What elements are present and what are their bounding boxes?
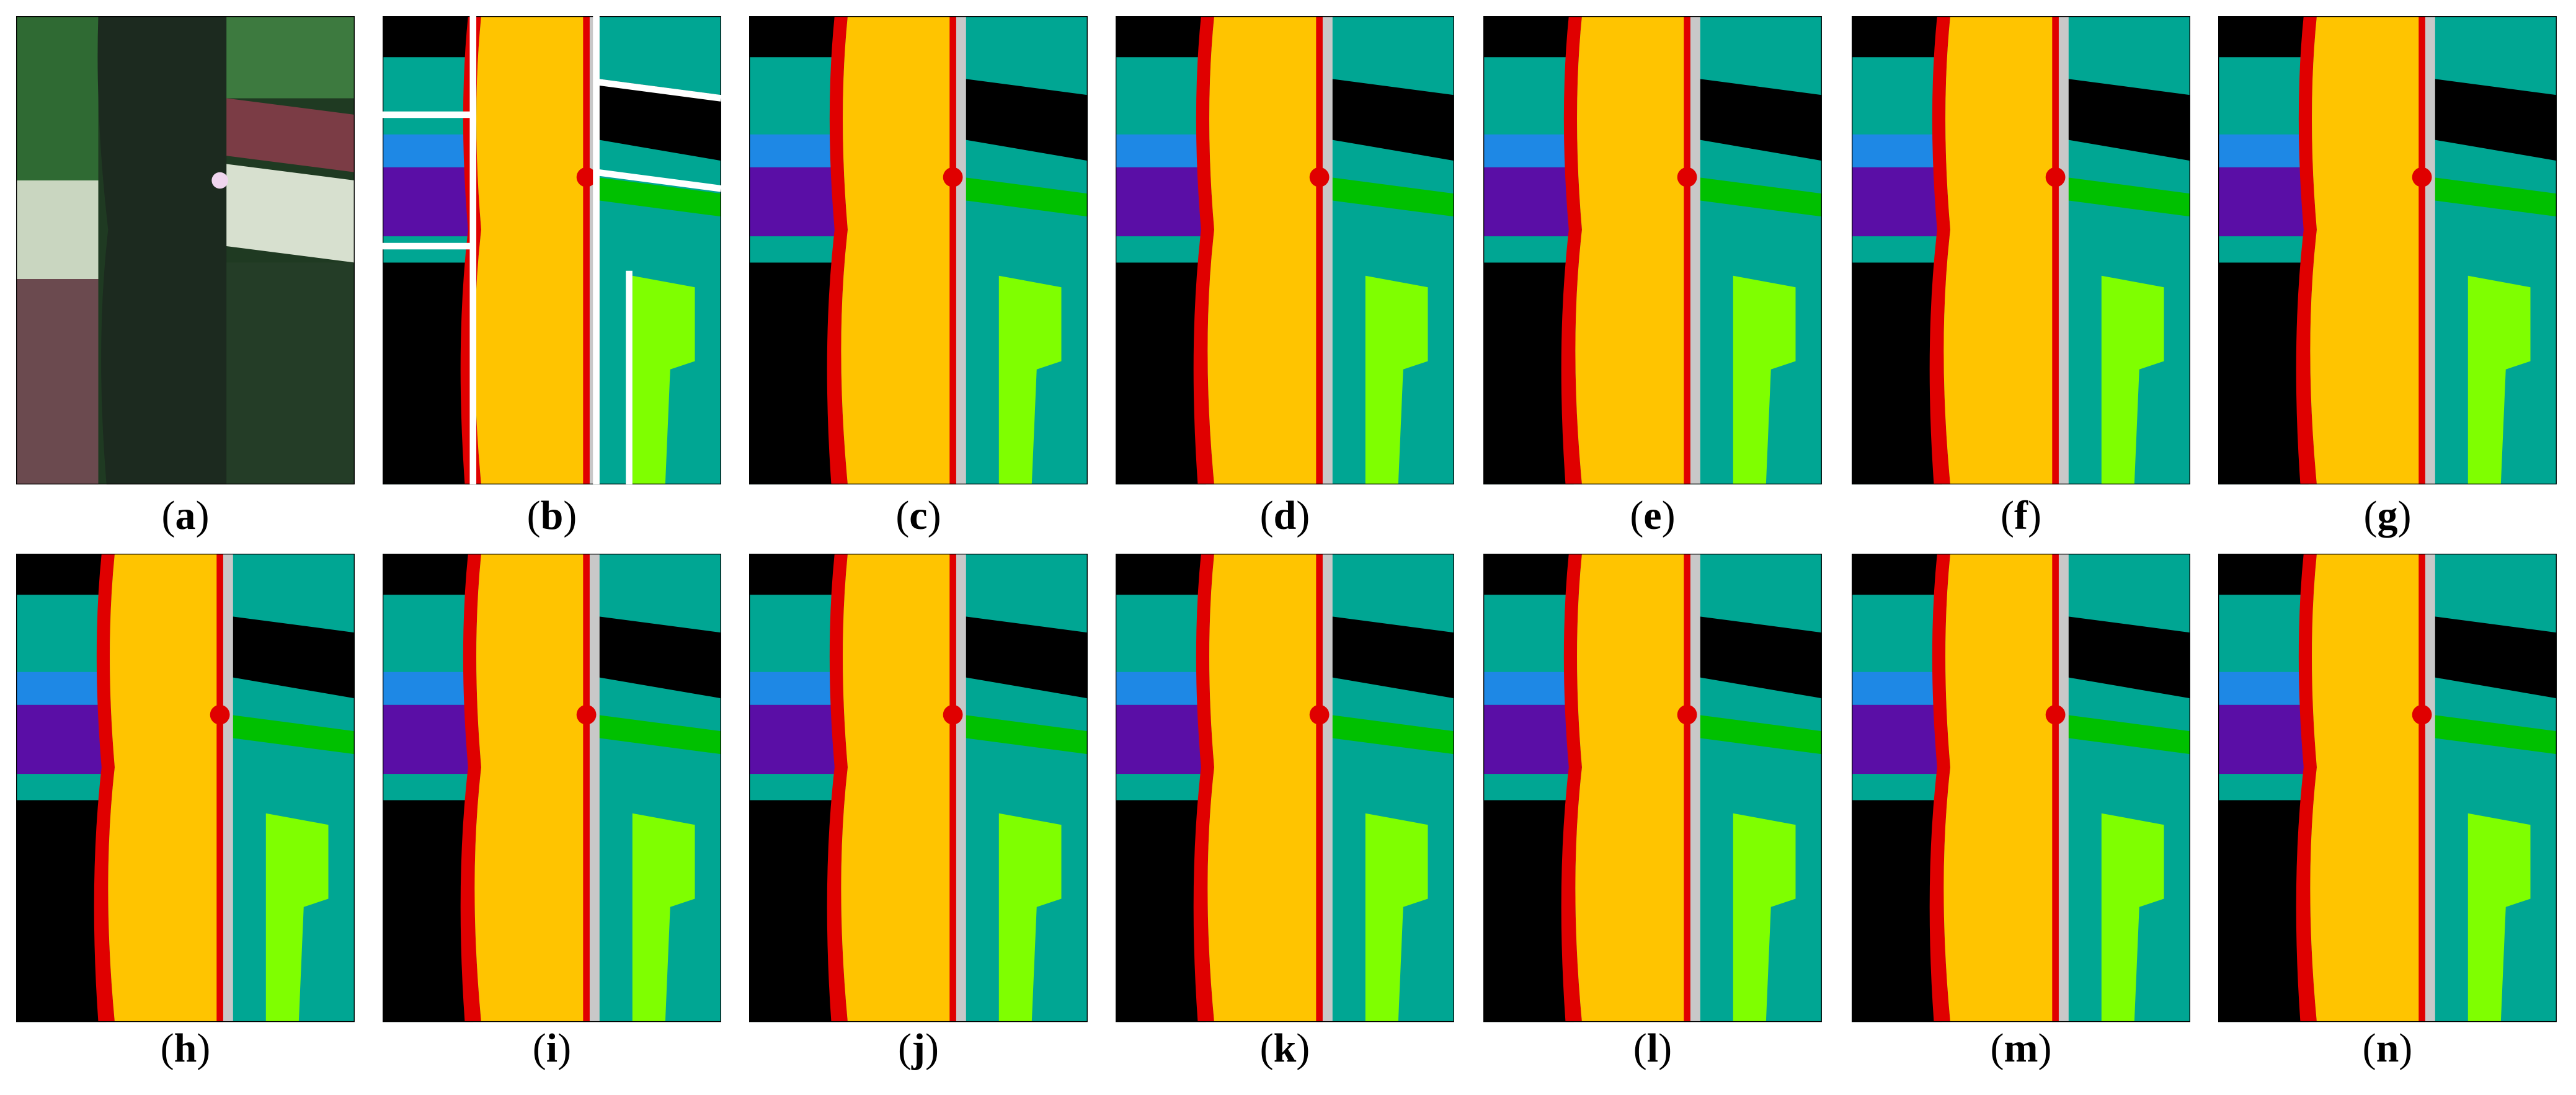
label-letter: c bbox=[909, 493, 927, 538]
panel bbox=[1116, 554, 1454, 1022]
classification-map bbox=[1116, 554, 1454, 1022]
label-letter: f bbox=[2014, 493, 2028, 538]
label-close: ) bbox=[1296, 1026, 1310, 1071]
label-letter: e bbox=[1643, 493, 1661, 538]
panel-label: (e) bbox=[1630, 493, 1675, 538]
label-letter: b bbox=[541, 493, 564, 538]
rgb-image bbox=[16, 16, 355, 484]
panel bbox=[1116, 16, 1454, 484]
panel bbox=[749, 16, 1088, 484]
label-open: ( bbox=[1260, 493, 1274, 538]
panel-label: (f) bbox=[2001, 493, 2041, 538]
classification-map bbox=[1852, 16, 2190, 484]
label-open: ( bbox=[527, 493, 541, 538]
panel bbox=[1483, 16, 1822, 484]
classification-map bbox=[383, 16, 721, 484]
label-close: ) bbox=[2028, 493, 2041, 538]
label-letter: k bbox=[1274, 1026, 1297, 1071]
label-open: ( bbox=[2001, 493, 2014, 538]
panel-label: (b) bbox=[527, 493, 577, 538]
label-open: ( bbox=[1630, 493, 1643, 538]
panel-label: (l) bbox=[1633, 1026, 1672, 1071]
classification-map bbox=[1483, 16, 1822, 484]
panel-label: (h) bbox=[161, 1026, 211, 1071]
label-close: ) bbox=[928, 493, 941, 538]
label-open: ( bbox=[161, 493, 175, 538]
label-close: ) bbox=[1296, 493, 1310, 538]
panel-label: (m) bbox=[1990, 1026, 2051, 1071]
panel-label: (i) bbox=[533, 1026, 571, 1071]
label-letter: d bbox=[1274, 493, 1297, 538]
label-close: ) bbox=[2038, 1026, 2051, 1071]
classification-map bbox=[2218, 554, 2557, 1022]
panel-label: (a) bbox=[161, 493, 209, 538]
panel bbox=[1852, 554, 2190, 1022]
panel-label: (k) bbox=[1260, 1026, 1310, 1071]
classification-map bbox=[1116, 16, 1454, 484]
classification-map bbox=[2218, 16, 2557, 484]
panel-label: (g) bbox=[2363, 493, 2411, 538]
label-open: ( bbox=[2363, 493, 2377, 538]
classification-map bbox=[1852, 554, 2190, 1022]
label-close: ) bbox=[1658, 1026, 1672, 1071]
classification-map bbox=[383, 554, 721, 1022]
label-open: ( bbox=[1990, 1026, 2004, 1071]
label-open: ( bbox=[898, 1026, 912, 1071]
panel-label: (j) bbox=[898, 1026, 939, 1071]
label-open: ( bbox=[2363, 1026, 2376, 1071]
label-close: ) bbox=[2399, 1026, 2412, 1071]
classification-map bbox=[749, 554, 1088, 1022]
panel-label: (c) bbox=[895, 493, 941, 538]
label-open: ( bbox=[1633, 1026, 1647, 1071]
panel bbox=[1852, 16, 2190, 484]
classification-map bbox=[16, 554, 355, 1022]
panel bbox=[2218, 554, 2557, 1022]
panel-label: (n) bbox=[2363, 1026, 2413, 1071]
label-letter: n bbox=[2376, 1026, 2399, 1071]
label-close: ) bbox=[2397, 493, 2411, 538]
label-open: ( bbox=[895, 493, 909, 538]
label-letter: l bbox=[1647, 1026, 1658, 1071]
panel bbox=[383, 554, 721, 1022]
unlabeled-gaps bbox=[383, 16, 722, 485]
label-open: ( bbox=[1260, 1026, 1274, 1071]
panel bbox=[383, 16, 721, 484]
label-close: ) bbox=[557, 1026, 571, 1071]
panel-label: (d) bbox=[1260, 493, 1310, 538]
label-letter: g bbox=[2377, 493, 2397, 538]
label-open: ( bbox=[161, 1026, 174, 1071]
label-close: ) bbox=[563, 493, 577, 538]
classification-map bbox=[749, 16, 1088, 484]
label-close: ) bbox=[1662, 493, 1676, 538]
panel bbox=[1483, 554, 1822, 1022]
label-open: ( bbox=[533, 1026, 546, 1071]
label-letter: m bbox=[2004, 1026, 2038, 1071]
label-close: ) bbox=[195, 493, 209, 538]
panel bbox=[16, 16, 355, 484]
label-close: ) bbox=[197, 1026, 210, 1071]
label-close: ) bbox=[925, 1026, 939, 1071]
panel bbox=[16, 554, 355, 1022]
panel bbox=[749, 554, 1088, 1022]
label-letter: h bbox=[174, 1026, 197, 1071]
label-letter: a bbox=[175, 493, 195, 538]
label-letter: j bbox=[911, 1026, 925, 1071]
panel bbox=[2218, 16, 2557, 484]
label-letter: i bbox=[546, 1026, 557, 1071]
classification-map bbox=[1483, 554, 1822, 1022]
